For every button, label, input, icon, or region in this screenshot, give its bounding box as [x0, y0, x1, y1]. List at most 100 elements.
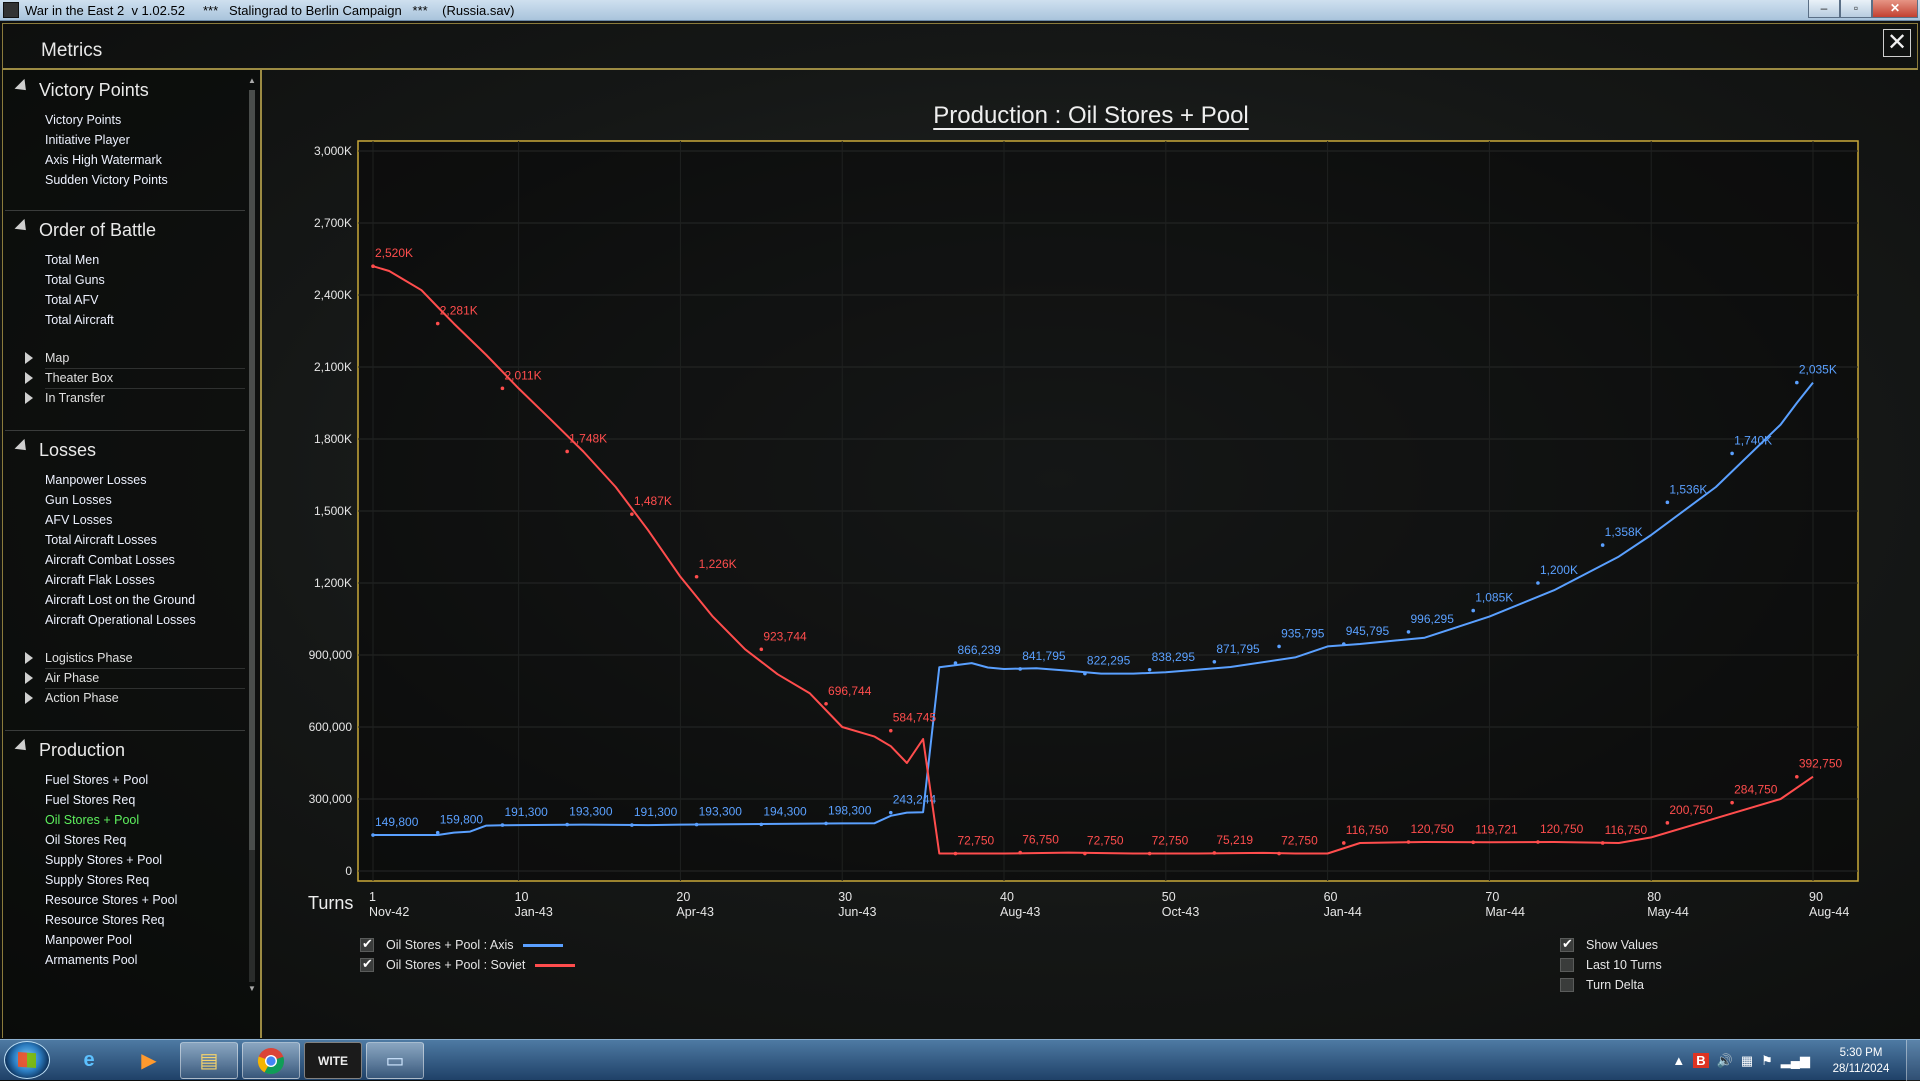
metrics-sidebar: Victory Points Victory Points Initiative… [2, 70, 262, 1038]
expand-triangle-icon[interactable] [25, 692, 33, 704]
menu-item-supply-stores-pool[interactable]: Supply Stores + Pool [45, 853, 163, 867]
menu-item-armaments-pool[interactable]: Armaments Pool [45, 953, 138, 967]
expand-triangle-icon[interactable] [25, 672, 33, 684]
expand-triangle-icon[interactable] [25, 352, 33, 364]
checkbox-soviet[interactable] [360, 956, 374, 972]
data-value-label: 120,750 [1411, 822, 1455, 836]
wite-icon[interactable]: WITE [304, 1042, 362, 1079]
checkbox-last-10-turns[interactable] [1560, 958, 1574, 972]
menu-item-supply-stores-req[interactable]: Supply Stores Req [45, 873, 150, 887]
media-player-icon[interactable]: ▶ [141, 1050, 157, 1072]
subgroup-theater-box[interactable]: Theater Box [25, 371, 245, 385]
section-order-of-battle[interactable]: Order of Battle [3, 218, 156, 242]
legend-item-soviet[interactable]: Oil Stores + Pool : Soviet [360, 956, 576, 972]
window-close-button[interactable]: ✕ [1872, 0, 1918, 18]
option-turn-delta[interactable]: Turn Delta [1560, 978, 1644, 992]
menu-item-total-afv[interactable]: Total AFV [45, 293, 99, 307]
data-value-label: 193,300 [699, 805, 743, 819]
antivirus-icon[interactable]: B [1693, 1053, 1709, 1068]
collapse-triangle-icon[interactable] [14, 738, 31, 755]
data-value-label: 1,085K [1475, 591, 1513, 605]
checkbox-show-values[interactable] [1560, 936, 1574, 952]
menu-item-aircraft-lost-on-ground[interactable]: Aircraft Lost on the Ground [45, 593, 196, 607]
menu-item-gun-losses[interactable]: Gun Losses [45, 493, 112, 507]
menu-item-aircraft-operational-losses[interactable]: Aircraft Operational Losses [45, 613, 196, 627]
menu-item-manpower-losses[interactable]: Manpower Losses [45, 473, 147, 487]
scroll-down-arrow-icon[interactable]: ▼ [248, 984, 256, 993]
scroll-thumb[interactable] [249, 90, 255, 850]
menu-item-manpower-pool[interactable]: Manpower Pool [45, 933, 132, 947]
show-hidden-icons-icon[interactable]: ▲ [1672, 1053, 1686, 1068]
subgroup-in-transfer[interactable]: In Transfer [25, 391, 245, 405]
y-tick-label: 2,400K [314, 288, 352, 302]
signal-icon[interactable]: ▂▄▆ [1780, 1052, 1810, 1068]
option-last-10-turns[interactable]: Last 10 Turns [1560, 958, 1662, 972]
data-point [1147, 851, 1152, 856]
collapse-triangle-icon[interactable] [14, 218, 31, 235]
menu-item-oil-stores-req[interactable]: Oil Stores Req [45, 833, 127, 847]
data-point [888, 728, 893, 733]
checkbox-axis[interactable] [360, 936, 374, 952]
collapse-triangle-icon[interactable] [14, 78, 31, 95]
x-tick-date-label: May-44 [1647, 905, 1689, 919]
menu-item-total-aircraft[interactable]: Total Aircraft [45, 313, 114, 327]
menu-item-aircraft-flak-losses[interactable]: Aircraft Flak Losses [45, 573, 155, 587]
menu-item-fuel-stores-pool[interactable]: Fuel Stores + Pool [45, 773, 149, 787]
checkbox-turn-delta[interactable] [1560, 978, 1574, 992]
data-point [759, 822, 764, 827]
menu-item-resource-stores-req[interactable]: Resource Stores Req [45, 913, 165, 927]
option-show-values[interactable]: Show Values [1560, 936, 1658, 952]
collapse-triangle-icon[interactable] [14, 438, 31, 455]
chrome-icon[interactable] [242, 1042, 300, 1079]
window-icon[interactable]: ▭ [366, 1042, 424, 1079]
section-victory-points[interactable]: Victory Points [3, 78, 149, 102]
expand-triangle-icon[interactable] [25, 372, 33, 384]
volume-icon[interactable]: 🔊 [1716, 1052, 1733, 1068]
option-label: Last 10 Turns [1586, 958, 1662, 972]
data-value-label: 2,035K [1799, 363, 1837, 377]
section-losses[interactable]: Losses [3, 438, 96, 462]
menu-item-sudden-victory-points[interactable]: Sudden Victory Points [45, 173, 168, 187]
menu-item-aircraft-combat-losses[interactable]: Aircraft Combat Losses [45, 553, 175, 567]
divider [45, 668, 245, 669]
close-icon[interactable]: ✕ [1883, 29, 1911, 57]
menu-item-oil-stores-pool[interactable]: Oil Stores + Pool [45, 813, 140, 827]
subgroup-air-phase[interactable]: Air Phase [25, 671, 245, 685]
x-tick-date-label: Jan-44 [1324, 905, 1362, 919]
clock[interactable]: 5:30 PM 28/11/2024 [1824, 1045, 1898, 1077]
menu-item-total-men[interactable]: Total Men [45, 253, 100, 267]
menu-item-initiative-player[interactable]: Initiative Player [45, 133, 130, 147]
menu-item-total-aircraft-losses[interactable]: Total Aircraft Losses [45, 533, 157, 547]
ie-icon[interactable]: e [83, 1049, 95, 1071]
data-point [1018, 850, 1022, 855]
data-point [1018, 667, 1022, 671]
menu-item-fuel-stores-req[interactable]: Fuel Stores Req [45, 793, 136, 807]
menu-item-afv-losses[interactable]: AFV Losses [45, 513, 113, 527]
folder-icon[interactable]: ▤ [180, 1042, 238, 1079]
expand-triangle-icon[interactable] [25, 652, 33, 664]
menu-item-axis-high-watermark[interactable]: Axis High Watermark [45, 153, 162, 167]
show-desktop-button[interactable] [1906, 1040, 1920, 1081]
data-value-label: 198,300 [828, 803, 872, 817]
subgroup-label: Theater Box [45, 371, 114, 385]
x-tick-date-label: Oct-43 [1162, 905, 1200, 919]
scroll-up-arrow-icon[interactable]: ▲ [248, 76, 256, 85]
menu-item-resource-stores-pool[interactable]: Resource Stores + Pool [45, 893, 178, 907]
minimize-button[interactable]: – [1808, 0, 1840, 18]
network-icon[interactable]: ▦ [1740, 1052, 1754, 1068]
start-button[interactable] [4, 1041, 50, 1079]
x-tick-label: 20 [676, 890, 690, 904]
legend-item-axis[interactable]: Oil Stores + Pool : Axis [360, 936, 564, 952]
sidebar-scrollbar[interactable]: ▲ ▼ [247, 76, 257, 996]
maximize-button[interactable]: ▫ [1840, 0, 1872, 18]
option-label: Turn Delta [1586, 978, 1644, 992]
menu-item-victory-points[interactable]: Victory Points [45, 113, 122, 127]
flag-icon[interactable]: ⚑ [1761, 1052, 1773, 1068]
section-production[interactable]: Production [3, 738, 125, 762]
subgroup-logistics-phase[interactable]: Logistics Phase [25, 651, 245, 665]
subgroup-action-phase[interactable]: Action Phase [25, 691, 245, 705]
data-value-label: 841,795 [1022, 649, 1066, 663]
subgroup-map[interactable]: Map [25, 351, 245, 365]
menu-item-total-guns[interactable]: Total Guns [45, 273, 105, 287]
expand-triangle-icon[interactable] [25, 392, 33, 404]
